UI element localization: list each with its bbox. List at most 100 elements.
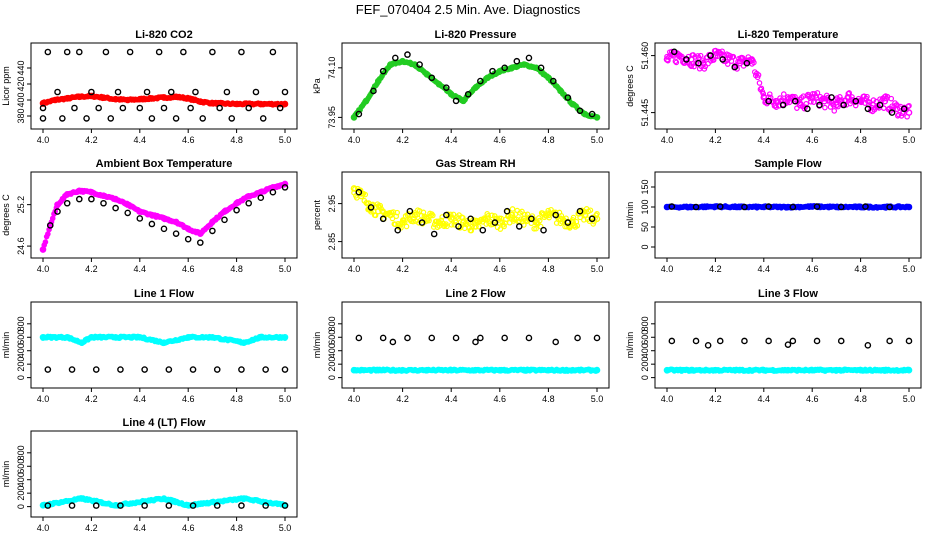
trace-point — [756, 80, 763, 86]
data-point — [213, 502, 221, 509]
data-point — [716, 203, 724, 210]
data-point — [736, 366, 743, 374]
y-axis-label: percent — [312, 199, 322, 230]
data-point — [765, 97, 772, 105]
data-point — [117, 366, 124, 373]
series-samples — [44, 366, 289, 373]
data-point — [447, 90, 455, 98]
data-point — [532, 219, 540, 226]
data-point — [88, 188, 95, 196]
data-point — [245, 199, 252, 207]
data-point — [668, 203, 676, 210]
data-point — [59, 115, 66, 122]
data-point — [423, 71, 431, 78]
data-point — [741, 337, 748, 345]
data-point — [136, 104, 144, 112]
plot-area — [350, 51, 601, 121]
data-point — [112, 204, 119, 212]
data-point — [545, 366, 552, 374]
y-tick-label: 440 — [16, 60, 26, 75]
data-point — [520, 61, 528, 68]
data-point — [888, 109, 896, 116]
y-tick-label: 73.95 — [327, 106, 337, 129]
data-point — [545, 74, 552, 82]
data-point — [731, 63, 739, 71]
data-point — [525, 334, 533, 342]
data-point — [257, 194, 265, 202]
data-point — [100, 94, 107, 101]
plot-area — [663, 47, 913, 120]
data-point — [663, 56, 671, 63]
data-point — [216, 104, 223, 112]
trace-point — [673, 59, 680, 66]
data-point — [63, 333, 71, 341]
data-point — [143, 88, 151, 96]
series-samples — [355, 188, 596, 238]
y-axis-label: ml/min — [1, 332, 11, 359]
series-average — [350, 57, 601, 121]
trace-point — [760, 90, 767, 97]
data-point — [581, 110, 589, 118]
x-tick-label: 4.6 — [806, 135, 819, 145]
data-point — [160, 495, 168, 502]
plot-frame — [30, 42, 298, 130]
plot-area — [39, 180, 289, 253]
series-samples — [668, 337, 913, 349]
data-point — [683, 56, 690, 63]
data-point — [92, 502, 100, 509]
data-point — [670, 48, 678, 56]
data-point — [269, 188, 277, 196]
y-axis-label: kPa — [312, 78, 322, 94]
data-point — [392, 54, 399, 62]
data-point — [491, 219, 499, 226]
data-point — [515, 223, 523, 230]
x-tick-label: 4.6 — [182, 135, 195, 145]
x-tick-label: 4.8 — [542, 394, 555, 404]
trace-point — [430, 224, 437, 230]
y-tick-label: 0 — [16, 504, 26, 509]
data-point — [821, 97, 828, 105]
series-samples — [46, 184, 289, 246]
data-point — [259, 115, 267, 122]
data-point — [837, 203, 845, 211]
data-point — [804, 105, 811, 113]
data-point — [557, 87, 564, 95]
data-point — [443, 84, 450, 91]
x-tick-label: 4.6 — [806, 264, 819, 274]
data-point — [76, 187, 83, 195]
data-point — [593, 334, 601, 342]
data-point — [464, 90, 472, 98]
data-point — [257, 333, 265, 341]
panel-title: Li-820 Temperature — [738, 29, 839, 41]
x-tick-label: 4.6 — [182, 523, 195, 533]
data-point — [136, 333, 144, 341]
trace-point — [437, 220, 444, 227]
y-tick-label: 420 — [16, 76, 26, 91]
plot-frame — [341, 301, 610, 389]
trace-point — [794, 105, 800, 111]
data-point — [552, 211, 559, 219]
plot-frame — [30, 171, 298, 259]
data-point — [51, 96, 59, 104]
data-point — [489, 67, 496, 75]
data-point — [537, 64, 545, 72]
data-point — [257, 100, 265, 108]
series-average — [39, 92, 289, 108]
x-tick-label: 5.0 — [279, 523, 292, 533]
data-point — [525, 54, 533, 62]
x-tick-label: 4.0 — [348, 135, 361, 145]
data-point — [136, 208, 144, 215]
x-tick-label: 4.2 — [709, 264, 722, 274]
data-point — [593, 366, 601, 374]
data-point — [126, 48, 134, 56]
panel-2: Li-820 Temperature degrees C 4.0 4.2 4.4 4.6 4… — [625, 29, 922, 145]
y-tick-label: 24.6 — [16, 237, 26, 255]
y-tick-label: 600 — [16, 330, 26, 345]
series-average — [663, 203, 913, 211]
data-point — [209, 227, 216, 235]
x-tick-label: 4.8 — [230, 523, 243, 533]
data-point — [496, 67, 504, 75]
x-tick-label: 4.0 — [37, 523, 50, 533]
x-tick-label: 4.0 — [661, 135, 674, 145]
